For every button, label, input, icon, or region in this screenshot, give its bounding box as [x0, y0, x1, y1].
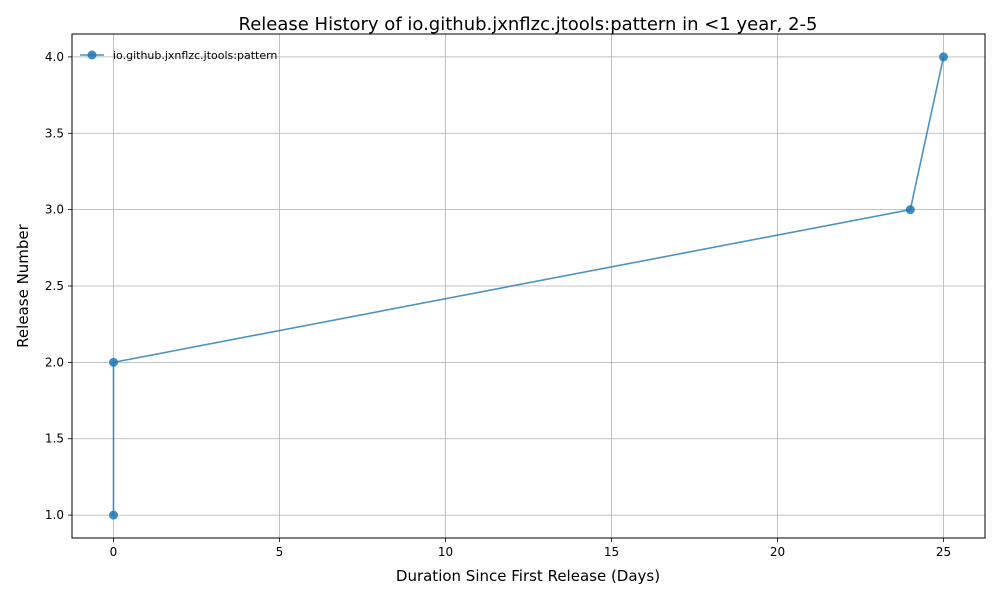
data-point	[109, 510, 118, 520]
chart-title: Release History of io.github.jxnflzc.jto…	[239, 14, 818, 35]
y-tick-label: 4.0	[45, 50, 64, 64]
data-point	[939, 52, 948, 62]
x-axis-title: Duration Since First Release (Days)	[396, 567, 660, 585]
x-tick-label: 25	[936, 545, 951, 559]
y-tick-label: 2.0	[45, 355, 64, 369]
grid	[72, 34, 985, 538]
y-axis-ticks: 1.0 1.5 2.0 2.5 3.0 3.5 4.0	[45, 50, 72, 522]
data-point	[905, 205, 915, 215]
series-line	[112, 56, 945, 516]
series-layer	[109, 52, 948, 520]
y-tick-label: 1.5	[45, 432, 64, 446]
data-point	[109, 357, 118, 367]
y-tick-label: 3.0	[45, 203, 64, 217]
y-axis-title: Release Number	[14, 223, 32, 347]
x-tick-label: 5	[276, 545, 284, 559]
legend-entry-label: io.github.jxnflzc.jtools:pattern	[113, 49, 277, 62]
x-tick-label: 15	[604, 545, 619, 559]
x-tick-label: 10	[438, 545, 453, 559]
x-tick-label: 20	[770, 545, 785, 559]
x-tick-label: 0	[110, 545, 118, 559]
y-tick-label: 2.5	[45, 279, 64, 293]
y-tick-label: 3.5	[45, 126, 64, 140]
legend: io.github.jxnflzc.jtools:pattern	[80, 49, 277, 62]
legend-marker-swatch	[87, 50, 97, 60]
x-axis-ticks: 0 5 10 15 20 25	[110, 538, 951, 559]
y-tick-label: 1.0	[45, 508, 64, 522]
